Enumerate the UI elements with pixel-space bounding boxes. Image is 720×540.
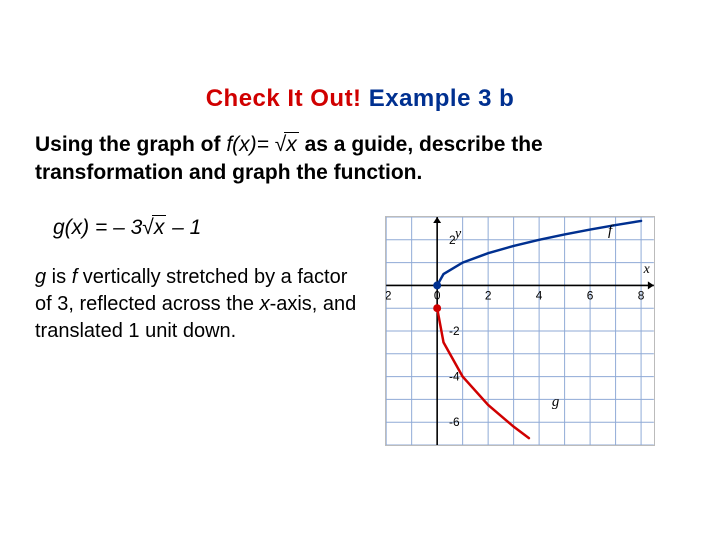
svg-text:y: y (453, 226, 462, 241)
desc-t2: is (46, 266, 72, 288)
slide-title: Check It Out! Example 3 b (35, 85, 685, 113)
fx-expr: f(x)= √x (226, 133, 298, 156)
description: g is f vertically stretched by a factor … (35, 264, 365, 345)
prompt-pre: Using the graph of (35, 133, 226, 156)
graph-chart: -202468-6-4-22fgyx (385, 216, 655, 446)
g-lhs: g(x) = – 3 (53, 216, 142, 239)
svg-text:0: 0 (434, 288, 441, 302)
svg-text:x: x (643, 262, 651, 277)
svg-text:6: 6 (587, 288, 594, 302)
desc-g: g (35, 266, 46, 288)
g-sqrt-arg: x (152, 215, 167, 239)
fx-sqrt-arg: x (284, 132, 299, 156)
title-part-2: Example 3 b (369, 85, 515, 112)
fx-lhs: f(x)= (226, 133, 274, 156)
g-function: g(x) = – 3√x – 1 (53, 216, 365, 240)
svg-text:g: g (552, 394, 559, 410)
svg-text:-2: -2 (449, 324, 460, 338)
svg-text:-2: -2 (385, 288, 391, 302)
svg-text:2: 2 (485, 288, 492, 302)
svg-text:-4: -4 (449, 369, 460, 383)
prompt-text: Using the graph of f(x)= √x as a guide, … (35, 131, 685, 188)
desc-x: x (260, 293, 270, 315)
title-part-1: Check It Out! (206, 85, 369, 112)
svg-text:-6: -6 (449, 415, 460, 429)
svg-text:8: 8 (638, 288, 645, 302)
g-tail: – 1 (166, 216, 201, 239)
svg-text:4: 4 (536, 288, 543, 302)
